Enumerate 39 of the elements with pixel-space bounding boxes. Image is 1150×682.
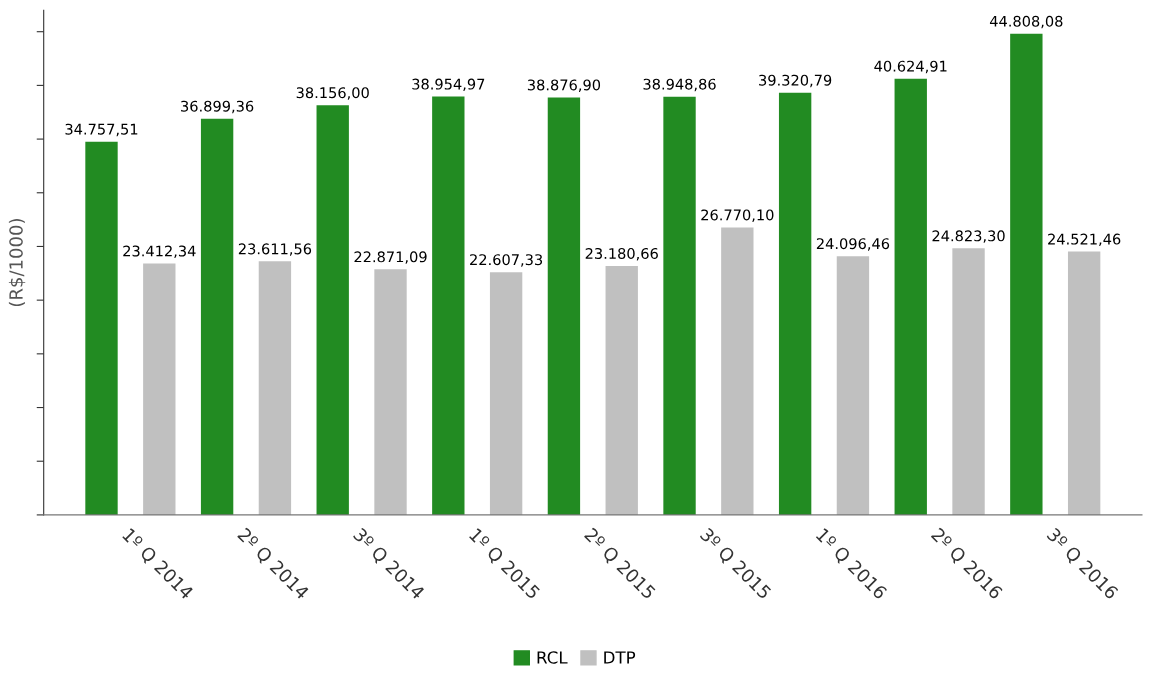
bar (952, 248, 985, 515)
bar (85, 141, 118, 515)
bar (721, 227, 754, 515)
bar (143, 263, 176, 515)
y-axis-title: (R$/1000) (8, 219, 26, 307)
data-label: 23.611,56 (238, 243, 312, 256)
bar (547, 97, 581, 515)
legend-label: DTP (604, 651, 636, 664)
bar (894, 78, 927, 515)
data-label: 22.607,33 (470, 254, 543, 267)
data-label: 40.624,91 (874, 60, 947, 74)
data-label: 36.899,36 (181, 100, 254, 114)
data-label: 24.521,46 (1048, 233, 1121, 247)
data-label: 23.180,66 (585, 247, 658, 261)
data-label: 38.876,90 (527, 79, 601, 92)
bar (663, 96, 696, 515)
data-label: 24.096,46 (816, 238, 890, 251)
data-label: 34.757,51 (65, 123, 138, 137)
data-label: 22.871,09 (354, 251, 427, 264)
bar (489, 272, 523, 515)
data-label: 24.823,30 (932, 230, 1005, 243)
bar (836, 256, 870, 515)
bar (1067, 251, 1101, 515)
bar (778, 92, 812, 515)
bar (316, 105, 349, 515)
bar (432, 96, 465, 515)
data-label: 23.412,34 (123, 245, 196, 259)
bar (1010, 33, 1043, 515)
data-label: 38.948,86 (643, 78, 716, 92)
legend-label: RCL (537, 651, 568, 664)
data-label: 44.808,08 (989, 15, 1063, 29)
data-label: 26.770,10 (701, 209, 774, 222)
data-label: 39.320,79 (759, 74, 832, 88)
bar (258, 261, 292, 515)
data-label: 38.954,97 (412, 78, 485, 92)
bar (200, 118, 234, 515)
bar (374, 269, 407, 515)
bar (605, 266, 638, 515)
data-label: 38.156,00 (296, 87, 369, 100)
